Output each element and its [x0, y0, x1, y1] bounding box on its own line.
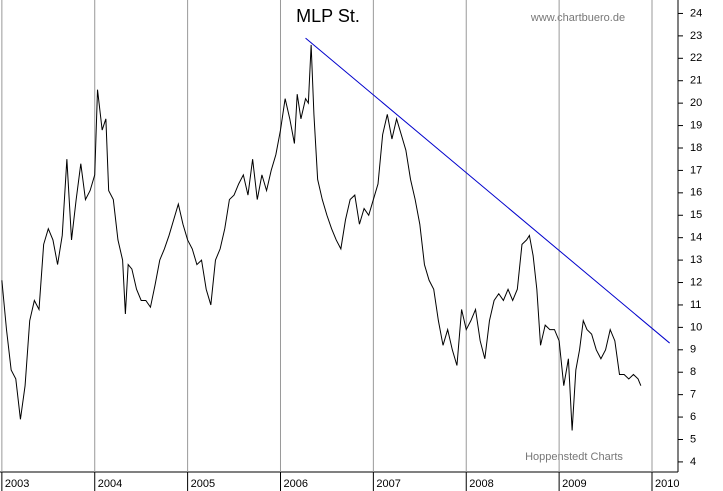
- x-tick-label: 2010: [655, 478, 679, 490]
- x-tick-label: 2007: [376, 478, 400, 490]
- x-tick-label: 2005: [191, 478, 215, 490]
- x-tick-label: 2003: [5, 478, 29, 490]
- y-tick-label: 14: [690, 232, 702, 244]
- y-tick-label: 20: [690, 97, 702, 109]
- trend-line: [305, 37, 670, 344]
- y-tick-label: 17: [690, 164, 702, 176]
- y-tick-label: 21: [690, 75, 702, 87]
- y-tick-label: 9: [690, 344, 696, 356]
- chart-title: MLP St.: [296, 6, 360, 26]
- y-tick-label: 19: [690, 119, 702, 131]
- y-tick-label: 10: [690, 321, 702, 333]
- y-tick-label: 16: [690, 187, 702, 199]
- x-tick-label: 2004: [98, 478, 122, 490]
- y-tick-label: 24: [690, 7, 702, 19]
- y-tick-label: 12: [690, 276, 702, 288]
- source-note: www.chartbuero.de: [530, 12, 625, 24]
- y-tick-label: 7: [690, 389, 696, 401]
- x-tick-label: 2008: [469, 478, 493, 490]
- y-tick-label: 18: [690, 142, 702, 154]
- x-tick-label: 2009: [562, 478, 586, 490]
- price-line: [1, 44, 642, 431]
- x-tick-label: 2006: [283, 478, 307, 490]
- y-tick-label: 23: [690, 30, 702, 42]
- y-tick-label: 6: [690, 411, 696, 423]
- y-tick-label: 15: [690, 209, 702, 221]
- y-tick-label: 5: [690, 433, 696, 445]
- y-tick-label: 22: [690, 52, 702, 64]
- y-tick-label: 11: [690, 299, 701, 311]
- credit-note: Hoppenstedt Charts: [525, 451, 623, 463]
- y-tick-label: 13: [690, 254, 702, 266]
- y-tick-label: 8: [690, 366, 696, 378]
- y-tick-label: 4: [690, 456, 696, 468]
